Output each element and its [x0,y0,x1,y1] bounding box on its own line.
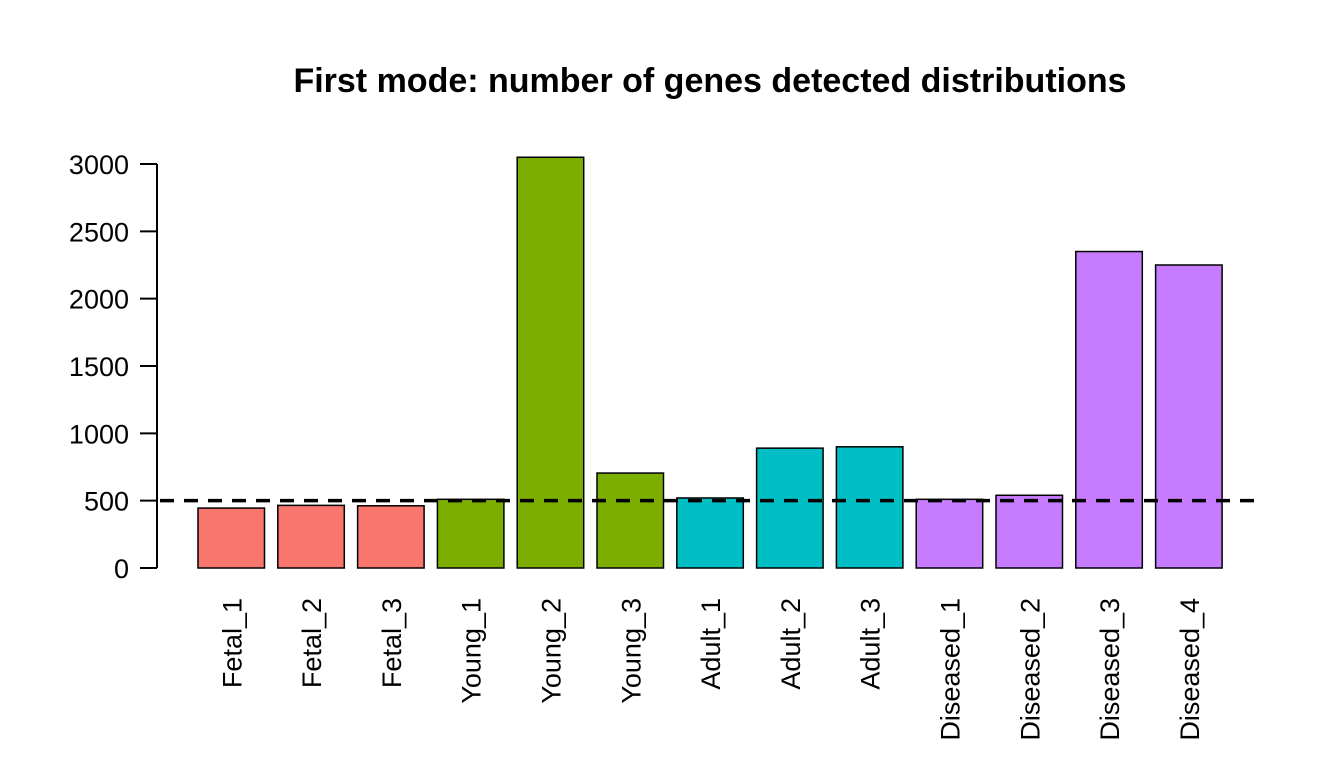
y-tick-label: 3000 [69,150,129,180]
x-tick-label: Diseased_2 [1015,598,1045,741]
bar-adult-2 [757,448,824,568]
bar-fetal-1 [198,508,265,568]
x-tick-label: Adult_1 [696,598,726,690]
x-tick-label: Fetal_1 [217,598,247,688]
bar-young-1 [437,499,504,568]
x-tick-label: Young_1 [457,598,487,704]
bar-young-2 [517,157,584,568]
x-tick-label: Young_2 [536,598,566,704]
y-tick-label: 500 [84,487,129,517]
bar-adult-1 [677,498,744,568]
bars [198,157,1222,568]
y-tick-label: 0 [114,554,129,584]
bar-diseased-2 [996,495,1063,568]
bar-diseased-4 [1156,265,1223,568]
bar-adult-3 [836,447,903,568]
bar-diseased-1 [916,499,983,568]
y-tick-label: 1000 [69,419,129,449]
chart-title: First mode: number of genes detected dis… [293,62,1126,100]
bar-diseased-3 [1076,252,1143,568]
y-tick-label: 2000 [69,285,129,315]
x-tick-label: Young_3 [616,598,646,704]
y-axis: 0 500 1000 1500 2000 2500 3000 [69,150,157,584]
x-tick-label: Diseased_3 [1095,598,1125,741]
x-axis-labels: Fetal_1 Fetal_2 Fetal_3 Young_1 Young_2 Young… [217,598,1205,741]
x-tick-label: Fetal_3 [377,598,407,688]
y-tick-label: 1500 [69,352,129,382]
x-tick-label: Adult_2 [776,598,806,690]
x-tick-label: Adult_3 [856,598,886,690]
bar-young-3 [597,473,664,568]
y-tick-label: 2500 [69,217,129,247]
x-tick-label: Diseased_4 [1175,598,1205,741]
bar-fetal-2 [278,505,345,568]
x-tick-label: Diseased_1 [935,598,965,741]
bar-fetal-3 [358,506,425,568]
x-tick-label: Fetal_2 [297,598,327,688]
